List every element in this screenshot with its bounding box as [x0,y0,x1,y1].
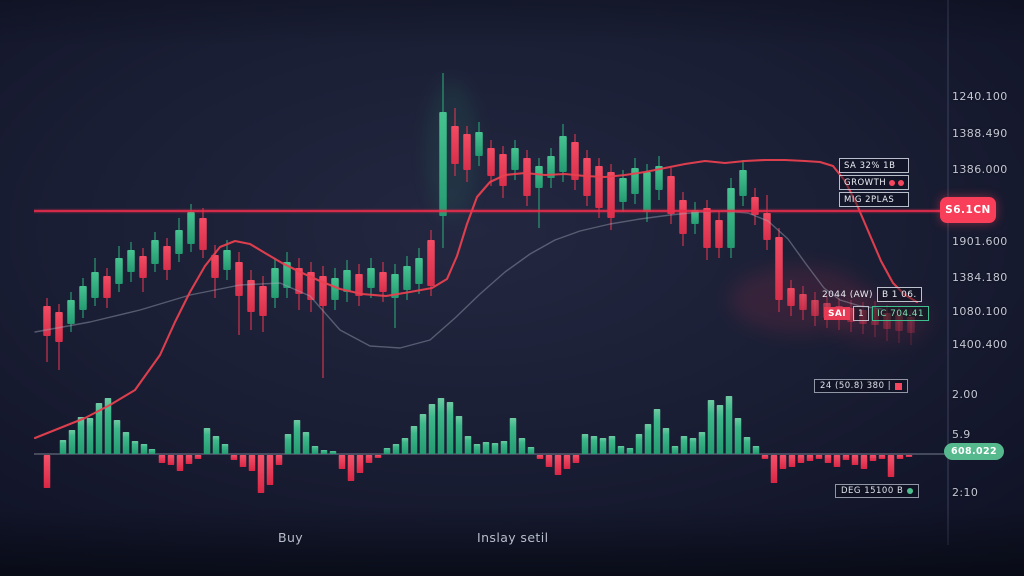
price-axis-label: 1400.400 [952,338,1008,351]
chart-info-box-group: SA 32% 1B GROWTH MIG 2PLAS [839,158,910,207]
price-axis-label: 1901.600 [952,235,1008,248]
price-axis-label: 2:10 [952,486,979,499]
current-price-badge-label: 608.022 [951,446,998,457]
red-dot-icon [898,179,905,186]
sell-price-badge[interactable]: S6.1CN [940,197,996,223]
trade-annotation-box: B 1 06. [876,287,922,302]
price-axis-label: 1388.490 [952,127,1008,140]
interval-label: Inslay setil [477,530,549,545]
current-price-badge[interactable]: 608.022 [944,443,1005,460]
red-square-icon [895,382,903,390]
trade-annotation-row: 2044 (AW) B 1 06. [822,287,922,302]
trade-annotation-label: 2044 (AW) [822,289,873,300]
green-dot-icon [907,488,914,494]
order-quantity-chip[interactable]: 1 [853,306,870,321]
info-box-3-label: MIG 2PLAS [844,194,895,205]
price-axis-label: 5.9 [952,428,971,441]
order-annotation-row: SAI 1 IC 704.41 [824,306,930,321]
price-axis-label: 1384.180 [952,271,1008,284]
volume-footer-label: DEG 15100 B [835,484,920,498]
info-box-1-label: SA 32% 1B [844,160,896,171]
info-box-2-label: GROWTH [844,177,887,188]
sell-order-chip[interactable]: SAI [824,307,850,320]
info-box-2: GROWTH [839,175,910,190]
info-box-1: SA 32% 1B [839,158,910,173]
price-axis-label: 2.00 [952,388,979,401]
volume-indicator-label: 24 (50.8) 380 | [814,379,909,393]
red-dot-icon [889,179,896,186]
price-axis-label: 1386.000 [952,163,1008,176]
volume-footer-text: DEG 15100 B [841,486,904,496]
buy-label[interactable]: Buy [278,530,304,545]
price-axis-label: 1080.100 [952,305,1008,318]
info-box-3: MIG 2PLAS [839,192,910,207]
volume-indicator-text: 24 (50.8) 380 | [820,381,892,391]
sell-price-badge-label: S6.1CN [945,204,991,216]
order-price-chip[interactable]: IC 704.41 [872,306,930,321]
price-axis-label: 1240.100 [952,90,1008,103]
